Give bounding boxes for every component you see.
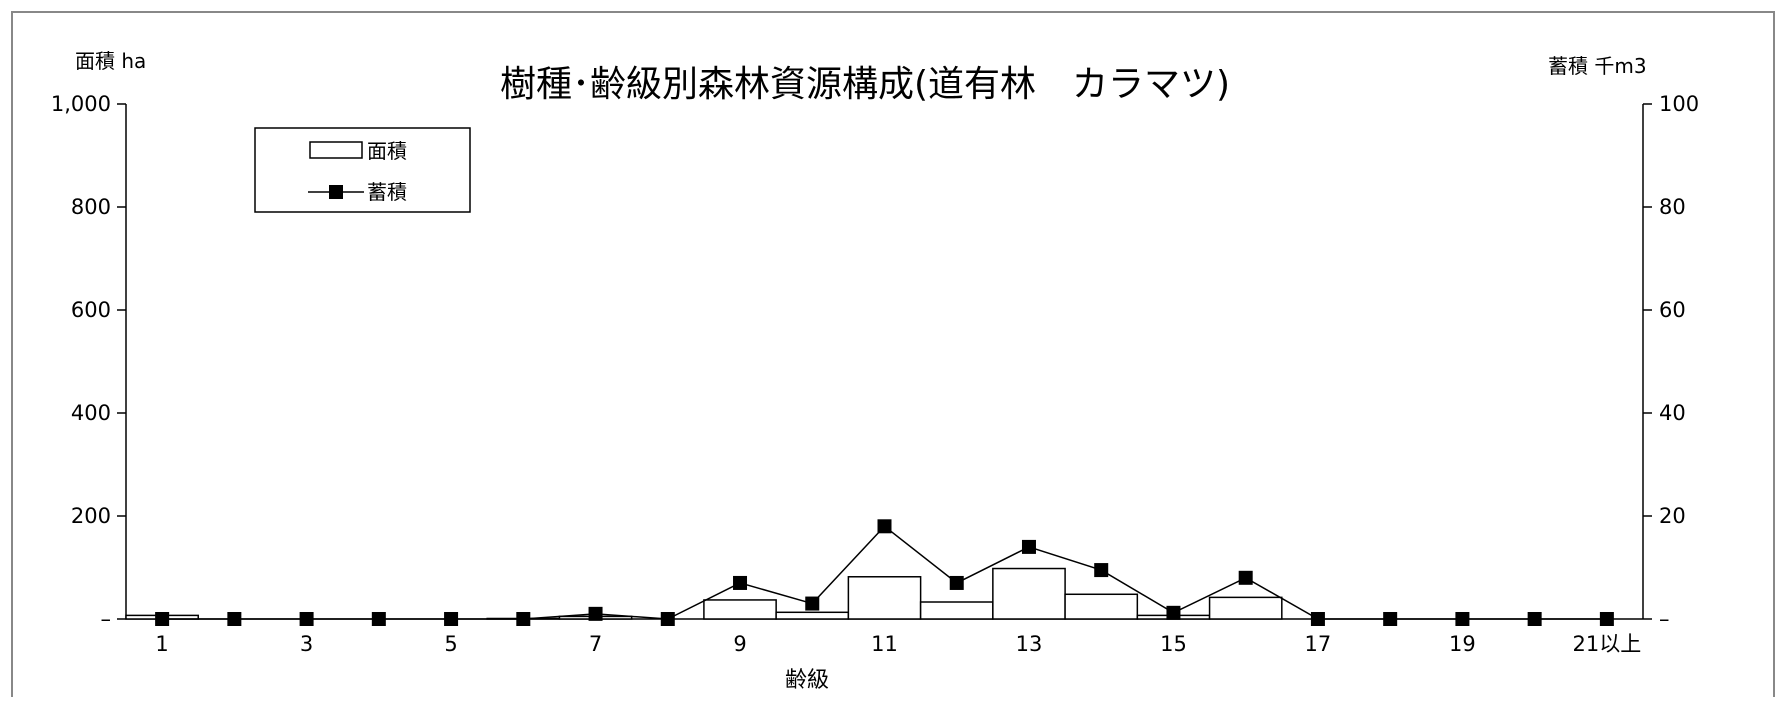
x-tick-label: 9	[733, 632, 746, 656]
bar-area	[992, 567, 1066, 620]
stock-marker	[1310, 612, 1325, 626]
stock-marker	[949, 575, 964, 590]
x-tick-label: 21以上	[1573, 632, 1642, 656]
bar-area	[847, 576, 922, 620]
y-tick-label: 1,000	[51, 92, 111, 116]
y-tick-label: 200	[71, 504, 111, 528]
stock-marker	[588, 606, 603, 621]
stock-marker	[805, 596, 820, 611]
bar-area	[775, 611, 850, 620]
y-tick-label: 600	[71, 298, 111, 322]
legend-label-stock: 蓄積	[367, 180, 407, 204]
chart-title: 樹種･齢級別森林資源構成(道有林 カラマツ)	[500, 64, 1230, 105]
stock-marker	[155, 612, 170, 626]
stock-marker	[1238, 570, 1253, 585]
x-tick-label: 15	[1160, 632, 1187, 656]
stock-marker	[1383, 612, 1398, 626]
stock-marker	[227, 612, 242, 626]
y2-tick-label: 60	[1659, 298, 1686, 322]
y-tick-label: 800	[71, 195, 111, 219]
stock-marker	[444, 612, 459, 626]
x-tick-label: 7	[589, 632, 602, 656]
x-tick-label: 5	[444, 632, 457, 656]
y2-tick-label: 80	[1659, 195, 1686, 219]
y2-tick-label: 20	[1659, 504, 1686, 528]
stock-marker	[371, 612, 386, 626]
x-tick-label: 13	[1016, 632, 1043, 656]
legend-box	[254, 127, 471, 213]
stock-marker	[733, 575, 748, 590]
bar-area	[1208, 596, 1283, 620]
x-tick-label: 19	[1449, 632, 1476, 656]
bar-area	[1064, 593, 1139, 620]
y-axis-label: 面積 ha	[75, 49, 146, 73]
x-tick-label: 17	[1305, 632, 1332, 656]
stock-marker	[516, 612, 531, 626]
x-tick-label: 1	[155, 632, 168, 656]
stock-marker	[877, 519, 892, 534]
stock-marker	[1455, 612, 1470, 626]
x-tick-label: 3	[300, 632, 313, 656]
y2-tick-label: 40	[1659, 401, 1686, 425]
bar-area	[703, 599, 777, 620]
stock-marker	[1166, 605, 1181, 620]
y2-axis-label: 蓄積 千m3	[1548, 54, 1647, 78]
bar-area	[919, 601, 994, 620]
stock-marker	[660, 612, 675, 626]
x-tick-label: 11	[871, 632, 898, 656]
legend: 面積 蓄積	[254, 127, 471, 213]
y2-tick-label: –	[1659, 607, 1670, 631]
stock-marker	[299, 612, 314, 626]
stock-marker	[1527, 612, 1542, 626]
y-tick-label: –	[101, 607, 112, 631]
stock-marker	[1599, 612, 1614, 626]
y-tick-label: 400	[71, 401, 111, 425]
stock-marker	[1021, 539, 1036, 554]
legend-swatch-area	[309, 141, 363, 159]
legend-label-area: 面積	[367, 139, 407, 163]
line-series-stock	[155, 519, 1614, 626]
stock-marker	[1094, 563, 1109, 578]
legend-swatch-stock-marker	[329, 185, 343, 199]
y2-tick-label: 100	[1659, 92, 1699, 116]
x-axis-label: 齢級	[785, 668, 829, 693]
